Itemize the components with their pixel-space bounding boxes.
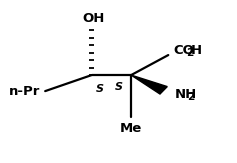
Text: CO: CO <box>173 44 194 57</box>
Text: H: H <box>190 44 201 57</box>
Text: OH: OH <box>83 12 105 25</box>
Text: S: S <box>96 84 104 94</box>
Text: S: S <box>114 82 122 92</box>
Text: 2: 2 <box>186 48 193 58</box>
Text: Me: Me <box>120 122 142 134</box>
Text: NH: NH <box>175 88 197 101</box>
Text: n-Pr: n-Pr <box>9 85 41 98</box>
Polygon shape <box>131 75 167 94</box>
Text: 2: 2 <box>187 92 195 102</box>
